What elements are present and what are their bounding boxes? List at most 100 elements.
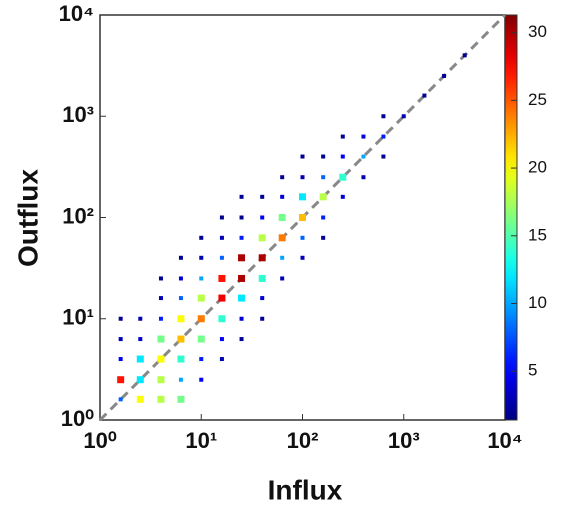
point (219, 337, 224, 342)
y-tick-label: 10³ (62, 102, 94, 127)
point (299, 214, 306, 221)
point (118, 357, 123, 362)
point (239, 316, 244, 321)
point (462, 53, 467, 58)
point (118, 397, 123, 402)
x-tick-label: 10² (287, 428, 319, 453)
point (138, 337, 143, 342)
point (299, 193, 306, 201)
point (158, 316, 163, 321)
point (118, 316, 123, 321)
point (321, 215, 326, 220)
point (278, 214, 286, 221)
point (157, 376, 165, 384)
y-axis-title: Outflux (12, 169, 43, 267)
point (177, 395, 185, 403)
x-tick-label: 10⁴ (487, 428, 522, 453)
point (199, 255, 204, 260)
point (278, 234, 286, 242)
point (218, 274, 226, 282)
point (178, 255, 183, 260)
point (218, 294, 226, 302)
x-axis-title: Influx (268, 474, 343, 505)
point (199, 357, 204, 362)
point (280, 194, 285, 199)
point (118, 337, 123, 342)
point (260, 296, 265, 301)
point (239, 215, 244, 220)
point (178, 377, 183, 382)
point (136, 376, 144, 384)
y-tick-label: 10⁰ (61, 406, 94, 431)
point (138, 316, 143, 321)
point (219, 215, 224, 220)
colorbar-tick-label: 20 (528, 158, 547, 177)
point (280, 255, 285, 260)
point (239, 235, 244, 240)
point (321, 154, 326, 159)
point (158, 276, 163, 281)
point (136, 395, 144, 403)
point (321, 235, 326, 240)
point (117, 376, 125, 384)
point (361, 175, 366, 180)
point (381, 134, 386, 139)
point (177, 355, 185, 363)
point (258, 254, 266, 262)
point (319, 193, 327, 201)
point (300, 255, 305, 260)
point (219, 255, 224, 260)
point (339, 173, 347, 181)
point (361, 134, 366, 139)
colorbar-tick-label: 25 (528, 90, 547, 109)
point (381, 154, 386, 159)
point (238, 274, 246, 282)
point (219, 357, 224, 362)
x-tick-label: 10³ (388, 428, 420, 453)
point (157, 395, 165, 403)
point (197, 335, 205, 343)
point (199, 235, 204, 240)
point (260, 194, 265, 199)
point (280, 175, 285, 180)
point (280, 276, 285, 281)
point (260, 215, 265, 220)
point (442, 73, 447, 78)
y-tick-label: 10⁴ (59, 1, 94, 26)
point (340, 134, 345, 139)
point (340, 154, 345, 159)
point (321, 175, 326, 180)
point (260, 316, 265, 321)
point (300, 235, 305, 240)
point (177, 335, 185, 343)
point (239, 337, 244, 342)
point (238, 294, 246, 302)
y-tick-label: 10² (62, 203, 94, 228)
colorbar-tick-label: 15 (528, 225, 547, 244)
point (361, 154, 366, 159)
point (219, 235, 224, 240)
point (340, 194, 345, 199)
point (197, 294, 205, 302)
point (197, 315, 205, 323)
point (238, 254, 246, 262)
point (136, 355, 144, 363)
y-tick-label: 10¹ (62, 305, 94, 330)
point (157, 355, 165, 363)
point (381, 114, 386, 119)
point (157, 335, 165, 343)
point (422, 93, 427, 98)
point (258, 234, 266, 242)
point (158, 296, 163, 301)
point (177, 315, 185, 323)
colorbar (504, 14, 518, 421)
point (218, 315, 226, 323)
point (258, 274, 266, 282)
colorbar-tick-label: 5 (528, 361, 537, 380)
x-tick-label: 10⁰ (83, 428, 116, 453)
point (401, 114, 406, 119)
point (300, 175, 305, 180)
point (178, 276, 183, 281)
point (178, 296, 183, 301)
